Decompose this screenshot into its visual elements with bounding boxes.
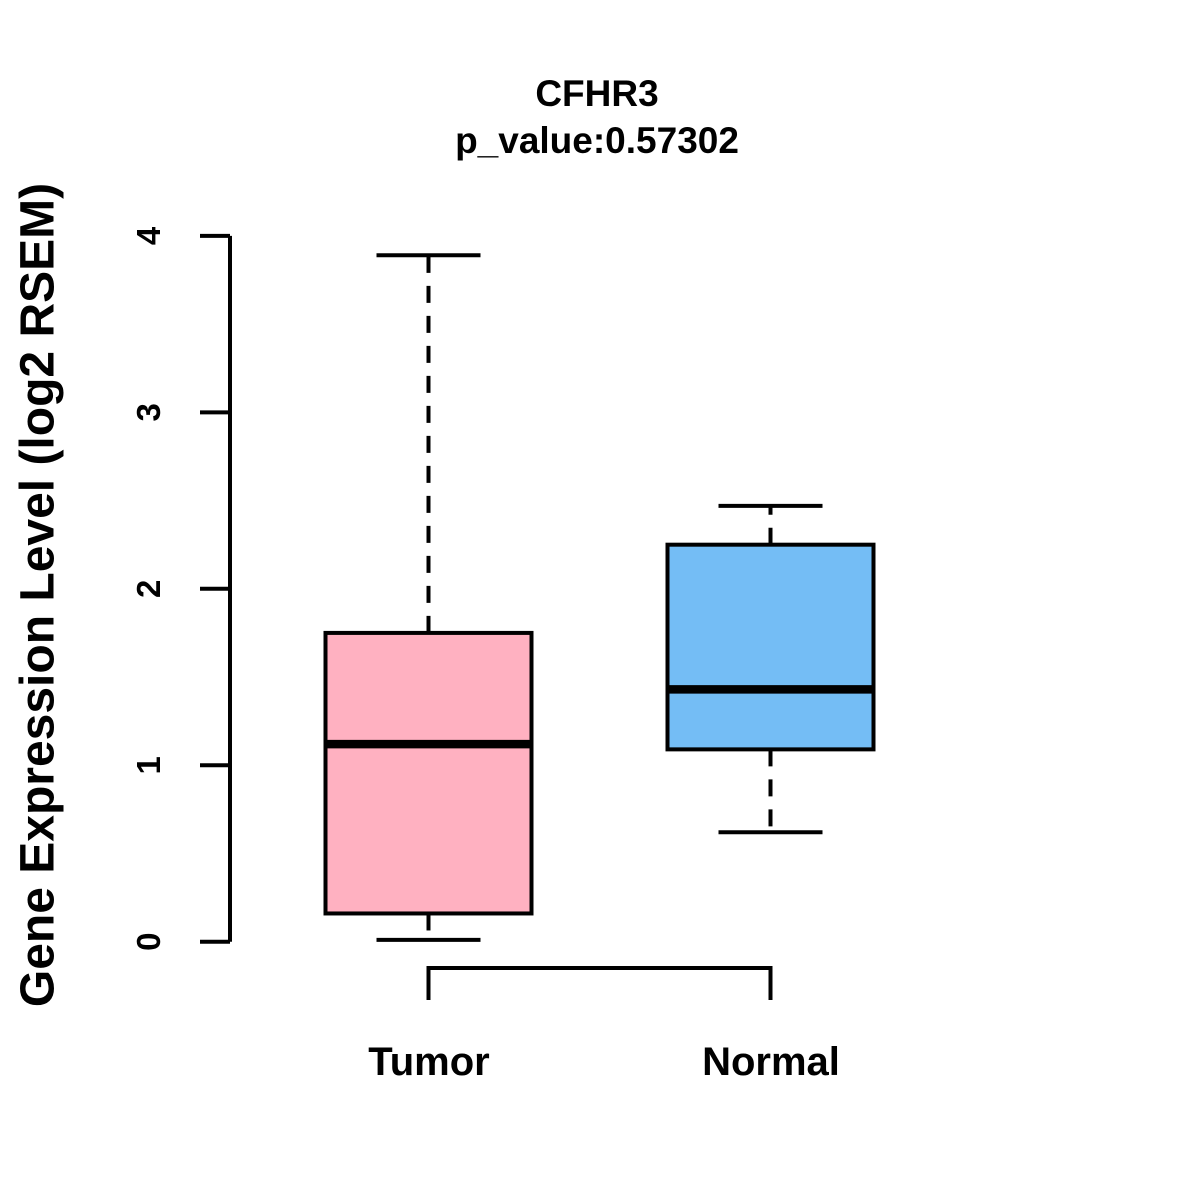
x-label-normal: Normal — [702, 1040, 840, 1084]
y-tick-label: 0 — [130, 933, 167, 951]
y-tick-label: 4 — [130, 226, 167, 245]
y-tick-label: 3 — [130, 403, 167, 421]
tumor-box — [323, 630, 534, 916]
chart-subtitle: p_value:0.57302 — [455, 120, 739, 161]
y-tick-label: 2 — [130, 580, 167, 598]
y-axis-label: Gene Expression Level (log2 RSEM) — [11, 182, 65, 1008]
chart-title: CFHR3 — [535, 73, 659, 114]
x-axis-bracket — [426, 966, 773, 1000]
normal-box — [665, 542, 876, 752]
x-label-tumor: Tumor — [368, 1040, 490, 1084]
chart-title-block: CFHR3 p_value:0.57302 — [455, 70, 739, 164]
y-tick-label: 1 — [130, 756, 167, 774]
